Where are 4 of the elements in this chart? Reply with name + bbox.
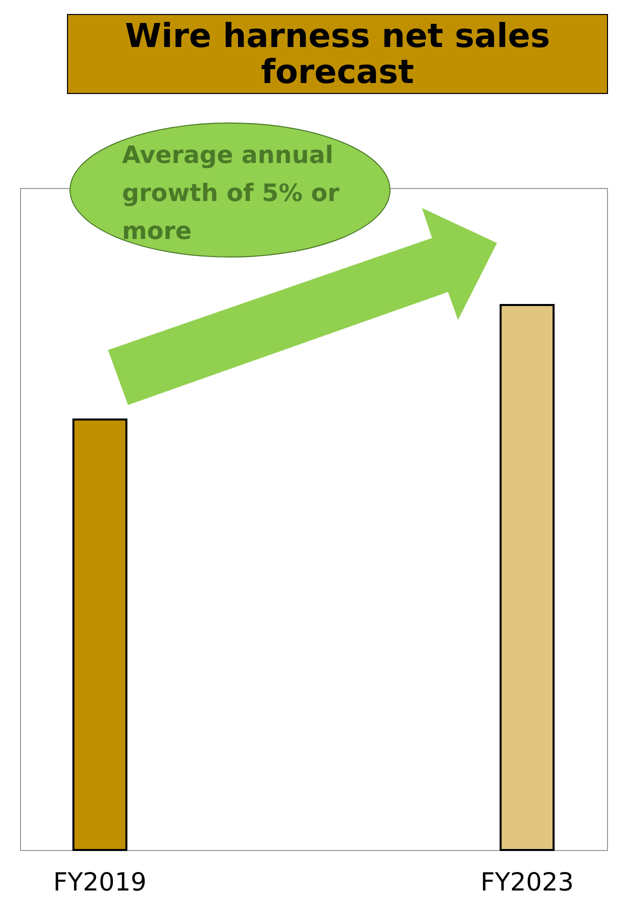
x-tick-label: FY2019 [53, 868, 147, 896]
chart-title: Wire harness net sales forecast [67, 14, 608, 94]
x-tick-label: FY2023 [480, 868, 574, 896]
text: Average annual growth of 5% or more [122, 140, 340, 247]
